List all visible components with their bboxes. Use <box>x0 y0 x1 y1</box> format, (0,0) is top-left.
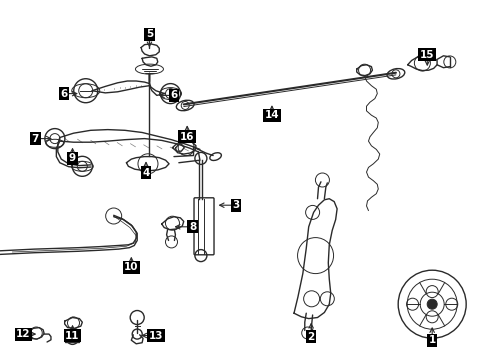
Text: 6: 6 <box>60 89 67 99</box>
Text: 2: 2 <box>308 332 315 342</box>
Text: 7: 7 <box>31 134 39 144</box>
Text: 1: 1 <box>429 335 436 345</box>
Circle shape <box>427 299 437 309</box>
Text: 8: 8 <box>189 222 196 232</box>
Text: 11: 11 <box>65 330 80 341</box>
Text: 10: 10 <box>124 262 139 272</box>
Text: 4: 4 <box>142 168 150 178</box>
Text: 9: 9 <box>69 153 76 163</box>
Text: 16: 16 <box>180 132 195 142</box>
Text: 12: 12 <box>16 329 31 339</box>
Text: 15: 15 <box>420 50 435 60</box>
Text: 6: 6 <box>171 90 177 100</box>
Text: 3: 3 <box>233 200 240 210</box>
Text: 13: 13 <box>148 330 163 341</box>
Text: 14: 14 <box>265 110 279 120</box>
Text: 5: 5 <box>146 29 153 39</box>
